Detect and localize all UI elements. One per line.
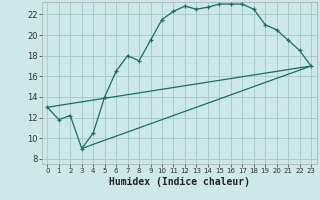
X-axis label: Humidex (Indice chaleur): Humidex (Indice chaleur) <box>109 177 250 187</box>
